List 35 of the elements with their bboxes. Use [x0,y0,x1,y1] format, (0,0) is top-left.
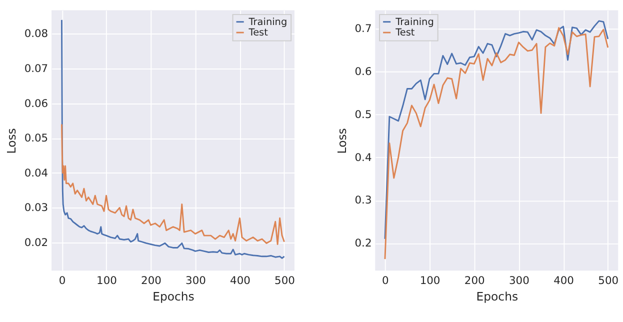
x-tick-label: 400 [230,274,251,287]
x-axis-title: Epochs [152,289,194,304]
x-tick-label: 100 [420,274,440,287]
y-tick-label: 0.03 [24,201,48,214]
x-tick-label: 500 [598,274,619,287]
y-tick-label: 0.4 [354,150,372,164]
y-tick-label: 0.06 [24,96,48,110]
y-tick-label: 0.3 [354,194,372,207]
x-tick-label: 200 [141,274,162,287]
y-tick-label: 0.08 [24,27,48,40]
y-tick-label: 0.04 [24,166,48,180]
x-axis-title: Epochs [476,289,518,304]
line-series [61,19,285,259]
x-tick-label: 500 [274,274,296,287]
legend-label: Training [248,16,288,28]
y-tick-label: 0.07 [24,62,48,76]
x-tick-label: 400 [554,274,574,287]
x-tick-label: 300 [186,274,206,287]
y-tick-label: 0.6 [354,64,372,78]
x-tick-label: 100 [96,274,118,287]
y-tick-label: 0.02 [24,236,48,249]
legend-label: Test [248,27,268,38]
legend-label: Test [394,27,415,38]
y-tick-label: 0.5 [354,108,372,121]
x-tick-label: 200 [464,274,486,287]
y-axis-title: Loss [4,128,19,154]
y-tick-label: 0.05 [24,132,48,145]
x-tick-label: 0 [58,274,66,287]
y-tick-label: 0.7 [354,22,372,36]
x-tick-label: 300 [509,274,530,287]
x-tick-label: 0 [382,274,390,287]
line-series [61,124,285,245]
y-axis-title: Loss [335,128,350,154]
y-tick-label: 0.2 [354,236,372,250]
legend-label: Training [394,16,434,28]
